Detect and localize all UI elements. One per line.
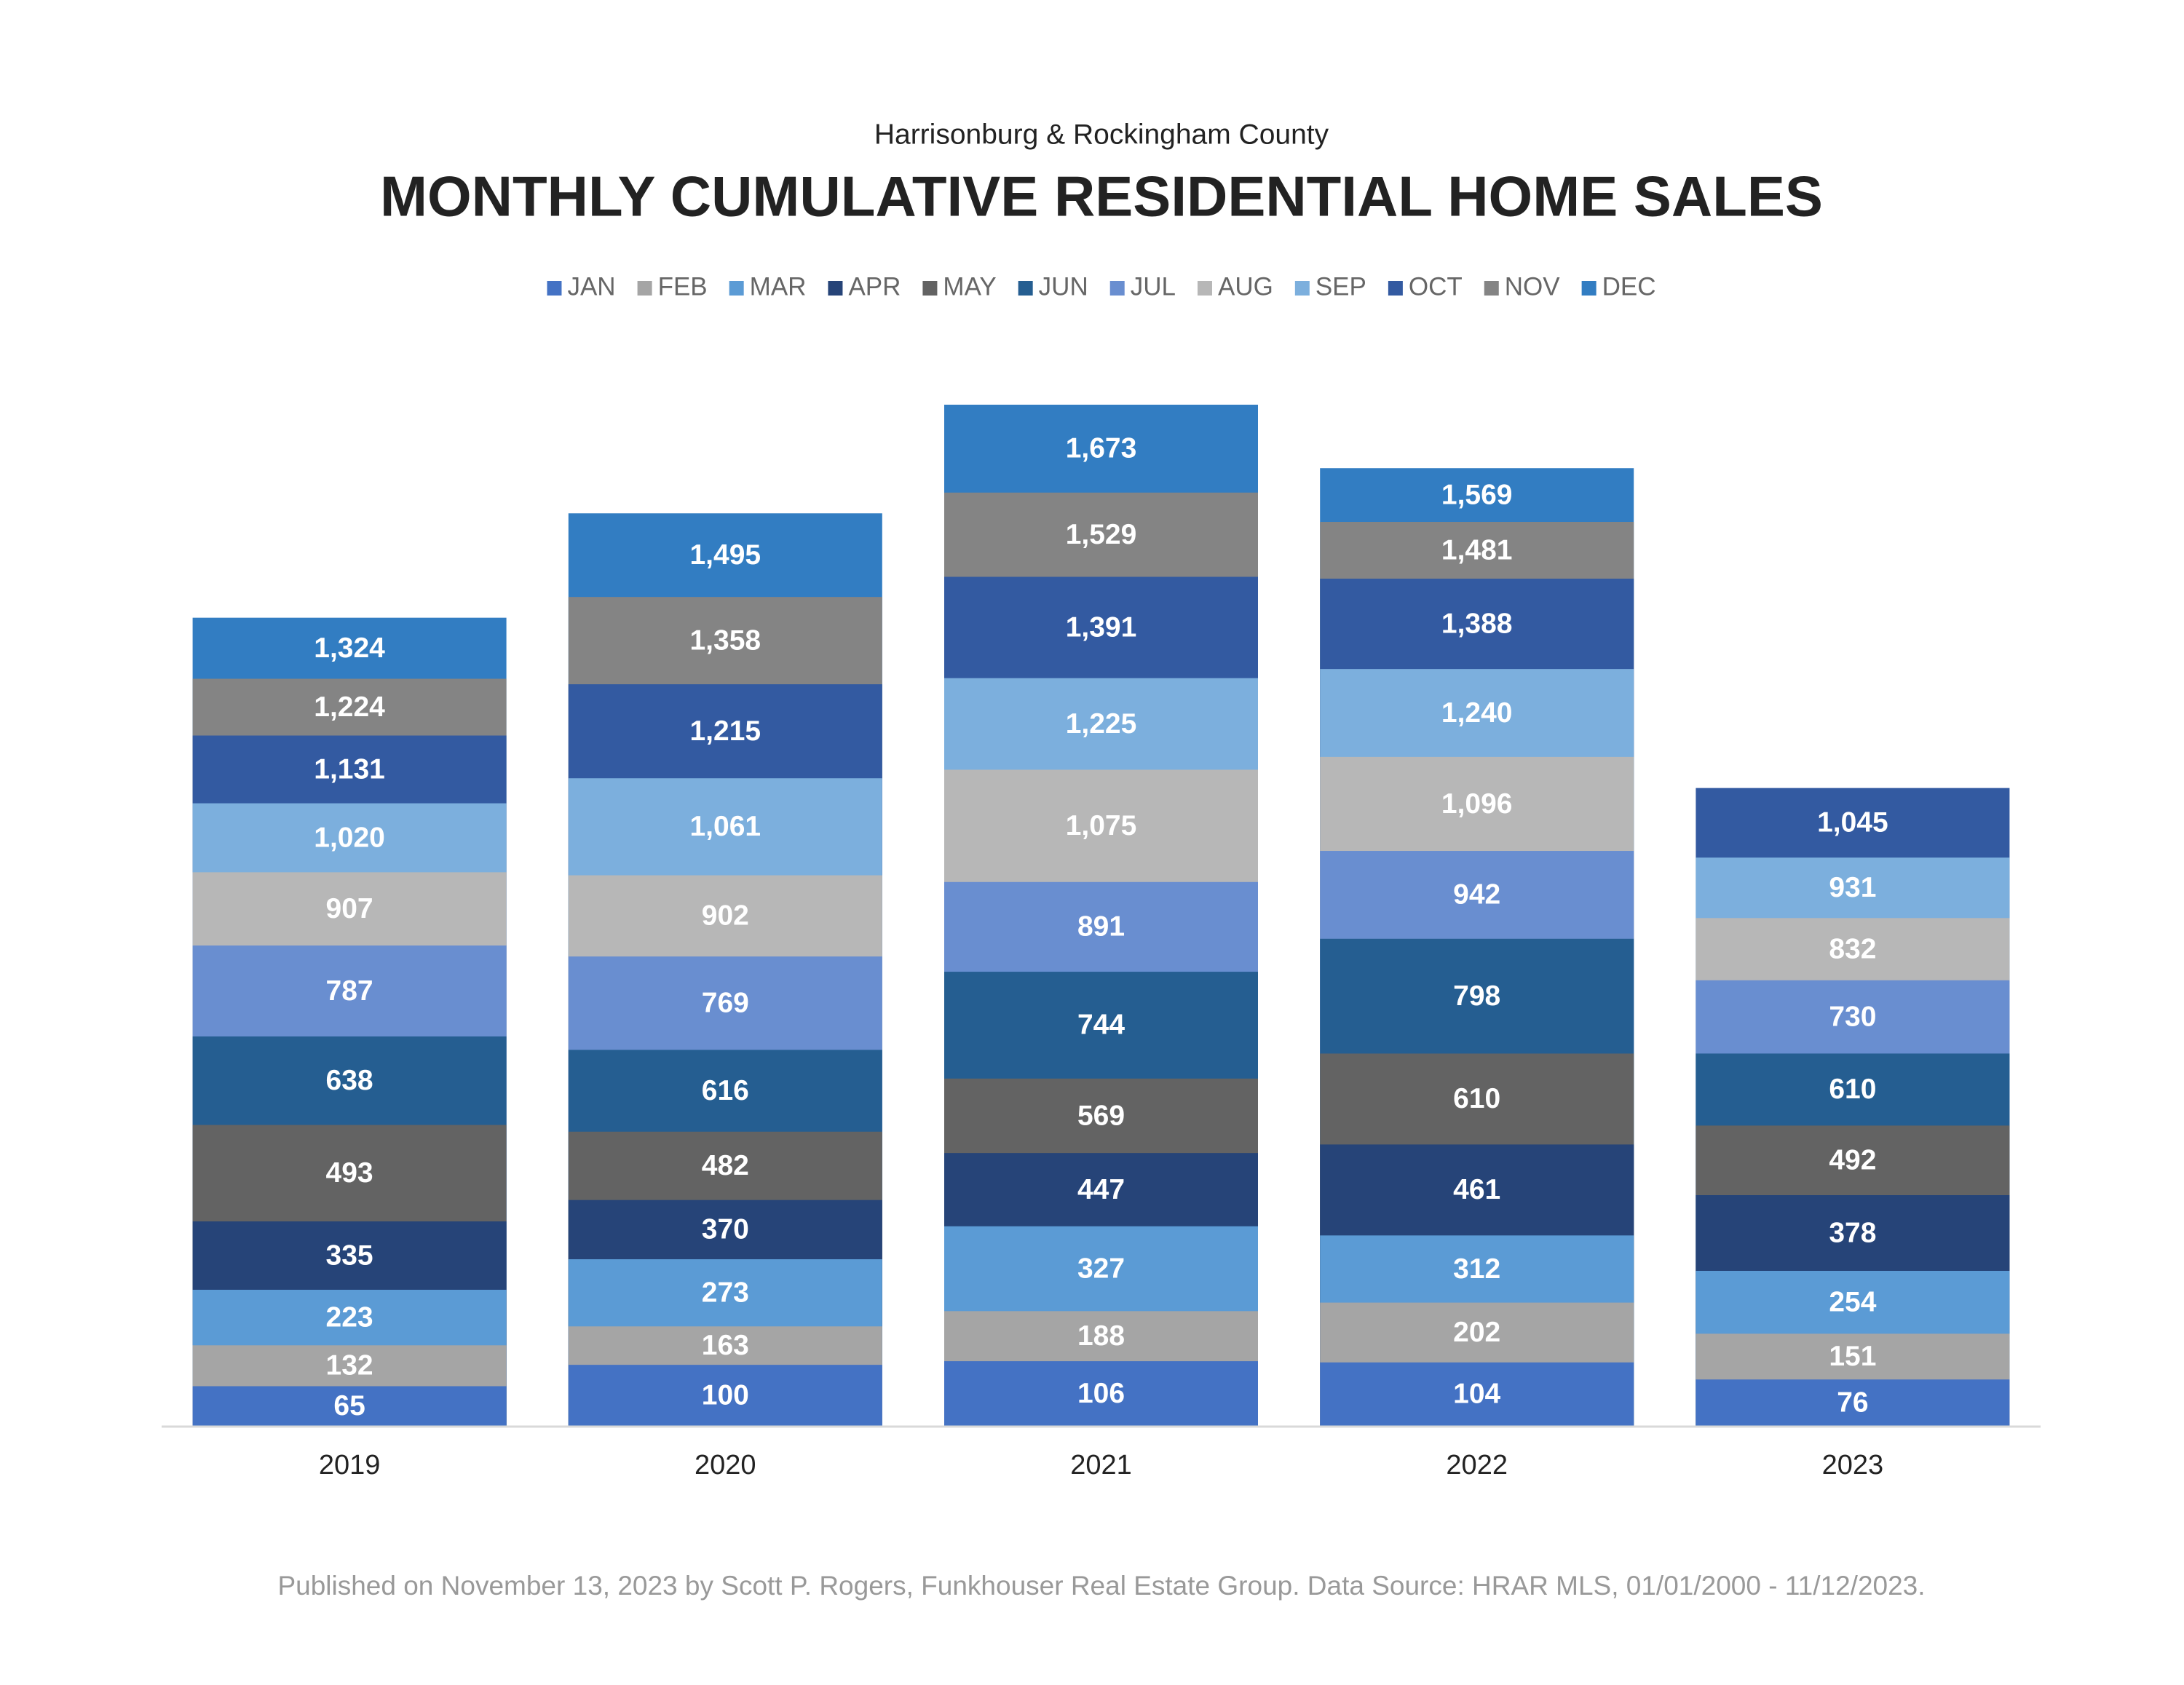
value-label: 1,096	[1441, 788, 1513, 820]
value-label: 106	[1077, 1378, 1125, 1409]
value-label: 610	[1829, 1074, 1876, 1105]
value-label: 482	[702, 1150, 749, 1181]
bar	[1696, 1379, 2010, 1426]
legend-label: FEB	[658, 272, 708, 301]
value-label: 163	[702, 1330, 749, 1361]
value-label: 1,020	[314, 822, 385, 853]
value-label: 65	[333, 1390, 365, 1422]
value-label: 1,529	[1066, 519, 1137, 550]
value-label: 1,224	[314, 691, 385, 723]
legend-swatch	[1294, 281, 1310, 296]
value-label: 327	[1077, 1253, 1125, 1284]
legend-swatch	[1197, 281, 1212, 296]
value-label: 312	[1453, 1253, 1500, 1285]
value-label: 202	[1453, 1317, 1500, 1348]
value-label: 1,495	[689, 539, 761, 571]
x-tick-label: 2021	[1070, 1450, 1132, 1480]
legend-swatch	[1018, 281, 1033, 296]
value-label: 769	[702, 988, 749, 1019]
x-tick-label: 2020	[695, 1450, 756, 1480]
value-label: 492	[1829, 1145, 1876, 1176]
value-label: 76	[1837, 1387, 1868, 1418]
value-label: 104	[1453, 1379, 1500, 1410]
value-label: 907	[326, 893, 373, 924]
bar	[568, 1365, 882, 1426]
value-label: 1,075	[1066, 810, 1137, 841]
legend-label: AUG	[1218, 272, 1273, 301]
value-label: 223	[326, 1301, 373, 1333]
value-label: 1,225	[1066, 708, 1137, 740]
x-tick-label: 2023	[1822, 1450, 1884, 1480]
bar	[944, 1361, 1258, 1426]
chart-subtitle: Harrisonburg & Rockingham County	[874, 119, 1329, 150]
value-label: 335	[326, 1240, 373, 1271]
value-label: 610	[1453, 1083, 1500, 1114]
value-label: 1,481	[1441, 534, 1513, 566]
legend-label: MAR	[750, 272, 807, 301]
value-label: 1,061	[689, 811, 761, 842]
legend-swatch	[922, 281, 938, 296]
value-label: 1,388	[1441, 608, 1513, 639]
value-label: 942	[1453, 879, 1500, 911]
value-label: 370	[702, 1214, 749, 1245]
legend-swatch	[637, 281, 652, 296]
value-label: 132	[326, 1350, 373, 1381]
value-label: 1,673	[1066, 433, 1137, 464]
value-label: 569	[1077, 1100, 1125, 1131]
legend-label: SEP	[1315, 272, 1366, 301]
legend-swatch	[828, 281, 843, 296]
legend-label: JUN	[1039, 272, 1088, 301]
value-label: 730	[1829, 1001, 1876, 1032]
value-label: 798	[1453, 980, 1500, 1012]
legend-label: JAN	[567, 272, 615, 301]
value-label: 787	[326, 975, 373, 1007]
value-label: 1,131	[314, 753, 385, 785]
value-label: 832	[1829, 933, 1876, 964]
value-label: 447	[1077, 1174, 1125, 1205]
legend-swatch	[1109, 281, 1125, 296]
x-tick-label: 2022	[1446, 1450, 1508, 1480]
value-label: 616	[702, 1075, 749, 1106]
x-tick-label: 2019	[319, 1450, 381, 1480]
legend-label: APR	[848, 272, 901, 301]
value-label: 493	[326, 1157, 373, 1189]
legend-label: NOV	[1505, 272, 1561, 301]
value-label: 902	[702, 900, 749, 932]
value-label: 744	[1077, 1010, 1125, 1041]
value-label: 1,215	[689, 715, 761, 747]
value-label: 891	[1077, 911, 1125, 943]
legend-label: JUL	[1131, 272, 1176, 301]
value-label: 100	[702, 1379, 749, 1411]
value-label: 1,569	[1441, 479, 1513, 510]
legend-swatch	[1581, 281, 1597, 296]
value-label: 151	[1829, 1341, 1876, 1372]
legend: JAN FEB MAR APR MAY JUN JUL AUG SEP OCT NOV DEC	[547, 272, 1656, 301]
value-label: 1,240	[1441, 697, 1513, 729]
value-label: 1,391	[1066, 611, 1137, 643]
legend-swatch	[547, 281, 562, 296]
value-label: 638	[326, 1065, 373, 1096]
chart-title: MONTHLY CUMULATIVE RESIDENTIAL HOME SALE…	[380, 164, 1823, 229]
legend-swatch	[1388, 281, 1403, 296]
footnote: Published on November 13, 2023 by Scott …	[277, 1571, 1925, 1601]
value-label: 254	[1829, 1286, 1876, 1317]
legend-label: MAY	[943, 272, 996, 301]
value-label: 931	[1829, 872, 1876, 903]
bar	[1320, 1362, 1634, 1426]
bar	[192, 1386, 507, 1426]
legend-label: OCT	[1409, 272, 1463, 301]
value-label: 1,045	[1817, 807, 1888, 838]
value-label: 273	[702, 1277, 749, 1308]
value-label: 461	[1453, 1174, 1500, 1205]
legend-swatch	[1484, 281, 1499, 296]
value-label: 188	[1077, 1320, 1125, 1352]
legend-label: DEC	[1602, 272, 1656, 301]
legend-swatch	[729, 281, 744, 296]
value-label: 1,324	[314, 633, 385, 664]
value-label: 1,358	[689, 625, 761, 656]
value-label: 378	[1829, 1217, 1876, 1248]
